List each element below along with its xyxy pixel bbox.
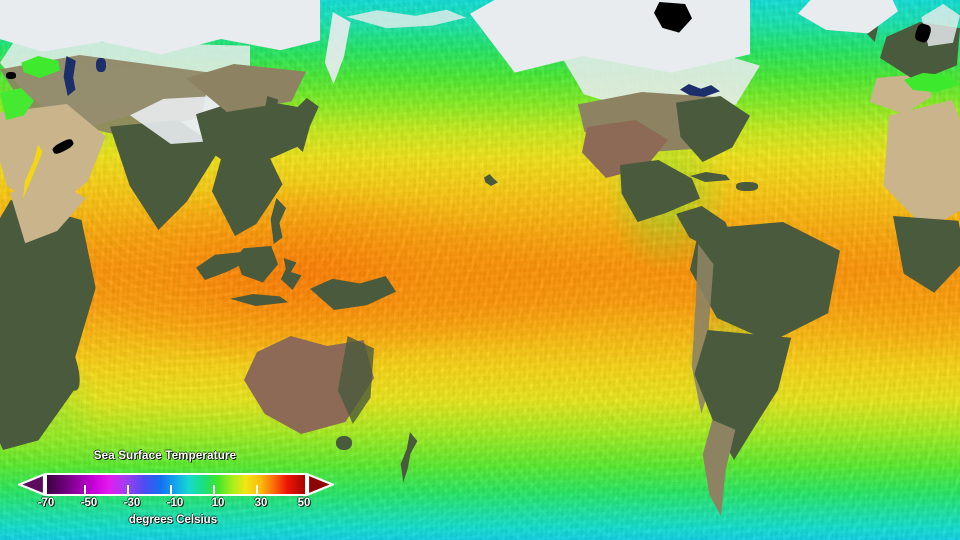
land-aleutian-arc	[346, 9, 466, 29]
land-korea	[264, 96, 279, 121]
colorbar-tick-mark	[127, 485, 129, 494]
colorbar-gradient	[47, 475, 305, 494]
colorbar-tick-mark	[256, 485, 258, 494]
colorbar-tick-label: -70	[37, 497, 55, 509]
colorbar-units-label: degrees Celsius	[128, 514, 218, 526]
colorbar-tick-labels: -70 -50 -30 -10 10 30 50	[18, 497, 344, 513]
water-great-lakes	[680, 84, 720, 97]
colorbar-under-range-arrow	[18, 473, 45, 496]
colorbar-tick-label: -50	[80, 497, 98, 509]
colorbar-tick-mark	[213, 485, 215, 494]
land-tasmania	[336, 436, 352, 450]
colorbar-tick-label: -30	[123, 497, 141, 509]
water-caspian-sea	[63, 56, 76, 96]
colorbar-title: Sea Surface Temperature	[93, 450, 237, 462]
colorbar-strip	[18, 473, 344, 496]
colorbar-gradient-frame	[45, 473, 307, 496]
water-mediterranean-sst	[904, 72, 960, 93]
land-hispaniola	[736, 182, 758, 191]
water-aral-sea	[96, 58, 106, 72]
land-cuba	[690, 172, 730, 182]
colorbar-over-range-arrow	[307, 473, 334, 496]
colorbar-tick-label: 10	[211, 497, 225, 509]
colorbar-tick-label: 30	[254, 497, 268, 509]
water-black-sea-sst	[21, 56, 60, 78]
sst-colorbar-legend: Sea Surface Temperature	[0, 448, 360, 540]
colorbar-tick-label: 50	[297, 497, 311, 509]
colorbar-tick-label: -10	[166, 497, 184, 509]
water-black-sea-nodata	[6, 72, 16, 79]
colorbar-tick-mark	[84, 485, 86, 494]
colorbar-tick-mark	[170, 485, 172, 494]
